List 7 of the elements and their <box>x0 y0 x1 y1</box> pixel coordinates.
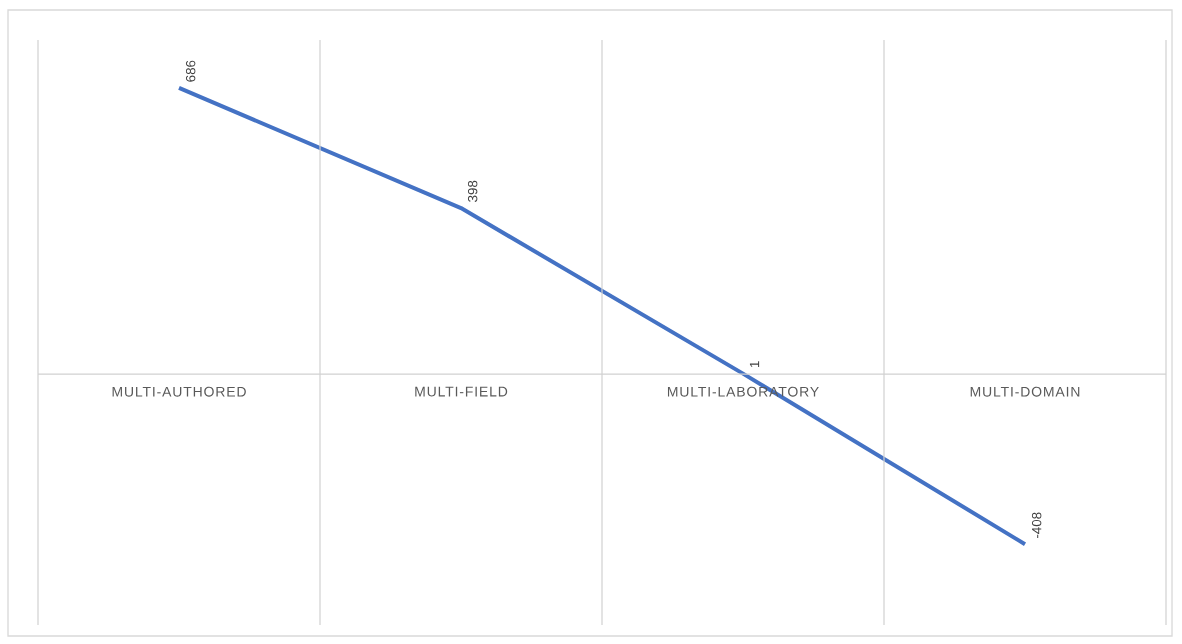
data-label: 398 <box>467 180 478 202</box>
data-label: -408 <box>1031 512 1042 539</box>
x-tick-label: MULTI-FIELD <box>415 386 508 397</box>
data-label: 686 <box>185 60 196 82</box>
data-label: 1 <box>749 361 760 367</box>
x-tick-label: MULTI-AUTHORED <box>112 386 246 397</box>
x-tick-label: MULTI-DOMAIN <box>970 386 1080 397</box>
